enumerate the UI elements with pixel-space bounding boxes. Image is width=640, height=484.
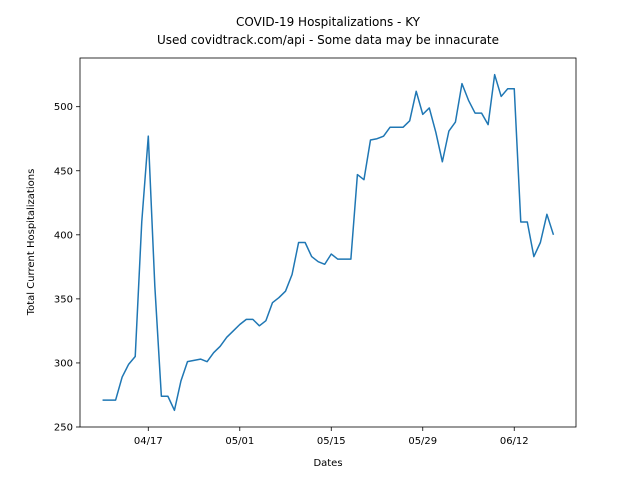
y-tick-label: 350 <box>54 294 73 305</box>
x-tick-label: 05/01 <box>225 436 254 447</box>
chart-subtitle: Used covidtrack.com/api - Some data may … <box>157 33 499 47</box>
x-tick-label: 04/17 <box>134 436 163 447</box>
x-tick-label: 06/12 <box>500 436 529 447</box>
x-tick-label: 05/15 <box>317 436 346 447</box>
chart-title: COVID-19 Hospitalizations - KY <box>236 15 421 29</box>
y-tick-label: 500 <box>54 102 73 113</box>
plot-frame <box>79 57 577 428</box>
y-axis-label: Total Current Hospitalizations <box>26 169 37 317</box>
x-tick-label: 05/29 <box>408 436 437 447</box>
x-axis-label: Dates <box>313 458 342 469</box>
y-tick-label: 400 <box>54 230 73 241</box>
y-tick-label: 450 <box>54 166 73 177</box>
y-tick-label: 250 <box>54 423 73 434</box>
data-line <box>102 73 555 412</box>
y-tick-label: 300 <box>54 358 73 369</box>
